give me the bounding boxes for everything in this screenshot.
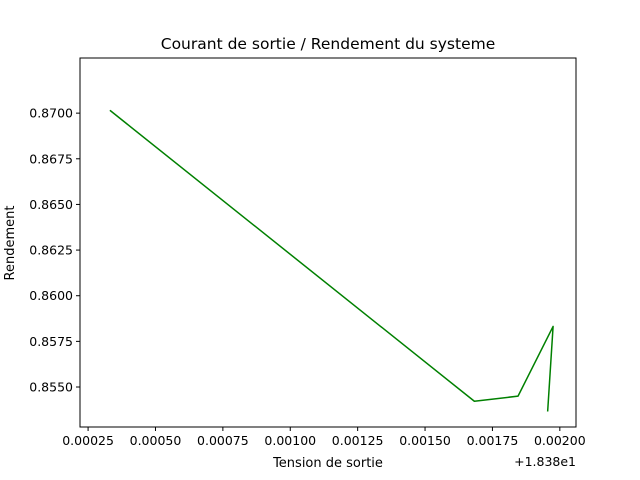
x-tick-label: 0.00100 xyxy=(264,433,316,448)
y-axis: 0.8550 0.8575 0.8600 0.8625 0.8650 0.8675 0.87… xyxy=(29,106,80,395)
y-tick-label: 0.8650 xyxy=(29,197,73,212)
chart-title: Courant de sortie / Rendement du systeme xyxy=(161,35,496,53)
x-tick-label: 0.00125 xyxy=(332,433,384,448)
y-tick-label: 0.8700 xyxy=(29,106,73,121)
y-tick-label: 0.8550 xyxy=(29,380,73,395)
x-tick-label: 0.00025 xyxy=(62,433,114,448)
y-tick-label: 0.8675 xyxy=(29,151,73,166)
x-axis-offset-label: +1.838e1 xyxy=(514,454,576,469)
x-axis-label: Tension de sortie xyxy=(272,456,383,471)
y-axis-label: Rendement xyxy=(3,206,18,281)
y-tick-label: 0.8625 xyxy=(29,243,73,258)
axes-frame xyxy=(79,57,577,428)
x-tick-label: 0.00200 xyxy=(534,433,586,448)
y-tick-label: 0.8575 xyxy=(29,334,73,349)
y-tick-label: 0.8600 xyxy=(29,288,73,303)
x-axis: 0.00025 0.00050 0.00075 0.00100 0.00125 0.001… xyxy=(62,427,586,448)
x-tick-label: 0.00050 xyxy=(130,433,182,448)
x-tick-label: 0.00150 xyxy=(399,433,451,448)
x-tick-label: 0.00175 xyxy=(467,433,519,448)
x-tick-label: 0.00075 xyxy=(197,433,249,448)
